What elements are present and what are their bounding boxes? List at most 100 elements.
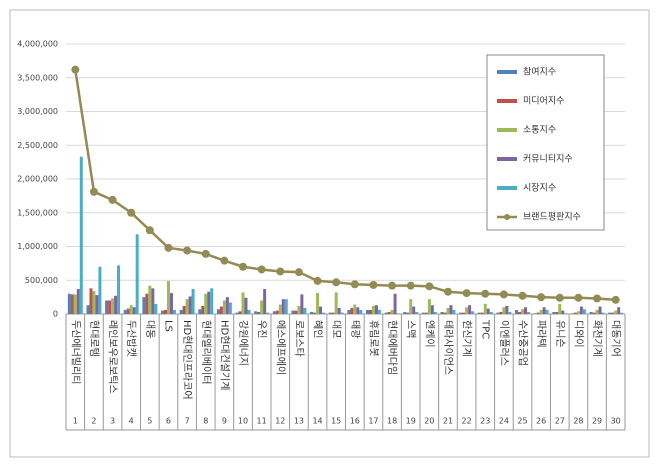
x-tick-label: 스맥 [405,320,417,338]
legend-label: 소통지수 [523,125,556,136]
rank-label: 12 [275,417,285,426]
bar [374,305,378,314]
x-tick-label: 현대로템 [88,320,100,357]
bar [558,303,562,314]
bar [502,307,506,314]
bar [595,309,599,314]
legend-swatch [497,157,517,161]
line-point [108,195,117,204]
bar [266,312,270,314]
bar [117,265,121,314]
rank-label: 24 [499,417,509,426]
legend-label: 미디어지수 [523,96,564,107]
bar [148,285,152,314]
bar [188,296,192,314]
x-tick-label: 현대엘리베이터 [200,320,213,384]
x-tick-label: 유니슨 [554,320,566,348]
line-point [313,276,322,285]
bar [465,307,469,314]
bar [598,306,602,314]
rank-label: 21 [443,417,453,426]
rank-label: 23 [480,417,490,426]
x-tick-label: 엔케이 [423,320,435,348]
rank-label: 13 [294,417,304,426]
rank-label: 2 [91,417,96,426]
x-tick-label: 대동 [144,320,156,338]
rank-label: 6 [166,417,171,426]
bar [169,293,173,314]
line-point [555,293,564,302]
bar [67,293,71,314]
bar [228,302,232,314]
bar [518,311,522,314]
line-point [593,294,602,303]
bar [480,312,484,314]
bar [424,312,428,314]
bar [617,307,621,314]
bar [505,305,509,314]
bar [489,311,493,314]
bar [421,312,425,314]
bar [452,309,456,314]
bar [108,300,112,314]
y-tick-label: 1,500,000 [17,208,58,217]
bar [126,308,130,314]
line-point [71,65,80,74]
bar [161,310,165,314]
rank-label: 5 [147,417,152,426]
rank-label: 4 [129,417,134,426]
rank-label: 16 [350,417,360,426]
bar [468,305,472,314]
line-point [462,289,471,298]
rank-label: 30 [611,417,621,426]
line-point [127,208,136,217]
bar [561,310,565,314]
line-point [294,268,303,277]
bar [210,288,214,314]
bar [536,312,540,314]
bar [185,299,189,314]
bar [297,305,301,314]
bar [443,312,447,314]
bar [462,312,466,314]
bar [142,297,146,314]
bar [340,312,344,314]
bar [477,312,481,314]
bar [204,293,208,314]
bar [608,312,612,314]
bar [459,312,463,314]
bar [359,309,363,314]
x-tick-label: 태광 [349,320,361,338]
bar [486,308,490,314]
y-tick-label: 2,500,000 [17,141,58,150]
bar [555,311,559,314]
x-tick-label: 강원에너지 [237,320,249,366]
line-point [257,265,266,274]
bar [225,297,229,314]
x-tick-label: 두산에너빌리티 [69,320,81,384]
bar [496,312,500,314]
x-tick-label: 혜인 [312,320,324,338]
rank-label: 22 [462,417,472,426]
bar [483,303,487,314]
bar [614,310,618,314]
bar [446,307,450,314]
rank-label: 29 [592,417,602,426]
bar [365,309,369,314]
legend-swatch [497,99,517,103]
line-point [332,278,341,287]
bar [347,309,351,314]
bar [284,299,288,314]
bar [207,291,211,314]
line-point [518,291,527,300]
bar [337,307,341,314]
bar [238,311,242,314]
bar [92,291,96,314]
bar [601,312,605,314]
bar [235,312,239,314]
x-tick-label: 레인보우로보틱스 [107,320,119,394]
legend-swatch-point [504,214,510,220]
y-tick-label: 4,000,000 [17,40,58,49]
line-point [145,226,154,235]
x-tick-label: 이엔플러스 [498,320,510,366]
